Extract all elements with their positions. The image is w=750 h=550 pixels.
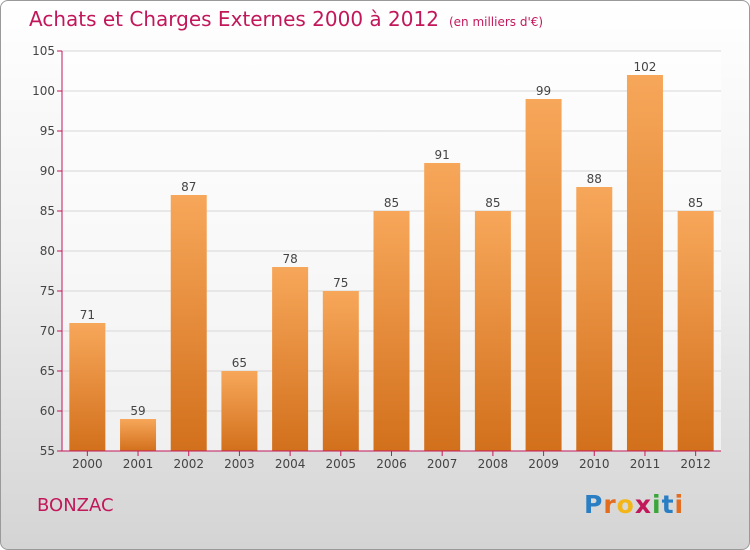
logo-letter: i [674,490,685,519]
x-tick-label: 2004 [275,457,306,471]
bar [120,419,157,451]
value-label: 88 [587,172,602,186]
y-tick-label: 105 [32,44,55,58]
bar [69,323,106,451]
x-tick-label: 2007 [427,457,458,471]
chart-unit: (en milliers d'€) [448,15,544,29]
bar [170,195,207,451]
value-label: 78 [282,252,297,266]
y-tick-label: 95 [40,124,55,138]
logo-letter: r [603,490,617,519]
bar [677,211,714,451]
bar [272,267,309,451]
y-tick-label: 90 [40,164,55,178]
value-label: 71 [80,308,95,322]
x-tick-label: 2005 [326,457,357,471]
y-tick-label: 85 [40,204,55,218]
value-label: 102 [634,60,657,74]
value-label: 85 [384,196,399,210]
value-label: 59 [130,404,145,418]
chart-title-text: Achats et Charges Externes 2000 à 2012 [29,7,439,31]
value-label: 75 [333,276,348,290]
place-name: BONZAC [37,495,114,516]
logo-letter: x [634,490,652,519]
y-tick-label: 55 [40,444,55,458]
logo-letter: i [652,490,662,519]
bar [221,371,258,451]
y-tick-label: 100 [32,84,55,98]
bar [474,211,511,451]
bar [424,163,461,451]
chart-title: Achats et Charges Externes 2000 à 2012 (e… [29,7,543,31]
x-tick-label: 2009 [528,457,559,471]
x-tick-label: 2012 [680,457,711,471]
value-label: 91 [435,148,450,162]
x-tick-label: 2001 [123,457,154,471]
logo-letter: t [661,490,675,519]
x-tick-label: 2008 [478,457,509,471]
bar [373,211,410,451]
value-label: 99 [536,84,551,98]
x-tick-label: 2011 [630,457,661,471]
logo-letter: o [616,490,635,519]
value-label: 87 [181,180,196,194]
logo-letter: P [584,490,604,519]
bar [576,187,613,451]
y-tick-label: 60 [40,404,55,418]
x-tick-label: 2003 [224,457,255,471]
x-tick-label: 2000 [72,457,103,471]
value-label: 65 [232,356,247,370]
y-tick-label: 75 [40,284,55,298]
bar [322,291,359,451]
x-tick-label: 2002 [173,457,204,471]
y-tick-label: 80 [40,244,55,258]
y-tick-label: 70 [40,324,55,338]
bar [626,75,663,451]
y-tick-label: 65 [40,364,55,378]
x-tick-label: 2006 [376,457,407,471]
value-label: 85 [688,196,703,210]
bar [525,99,562,451]
proxiti-logo: Proxiti [584,490,684,519]
x-tick-label: 2010 [579,457,610,471]
value-label: 85 [485,196,500,210]
